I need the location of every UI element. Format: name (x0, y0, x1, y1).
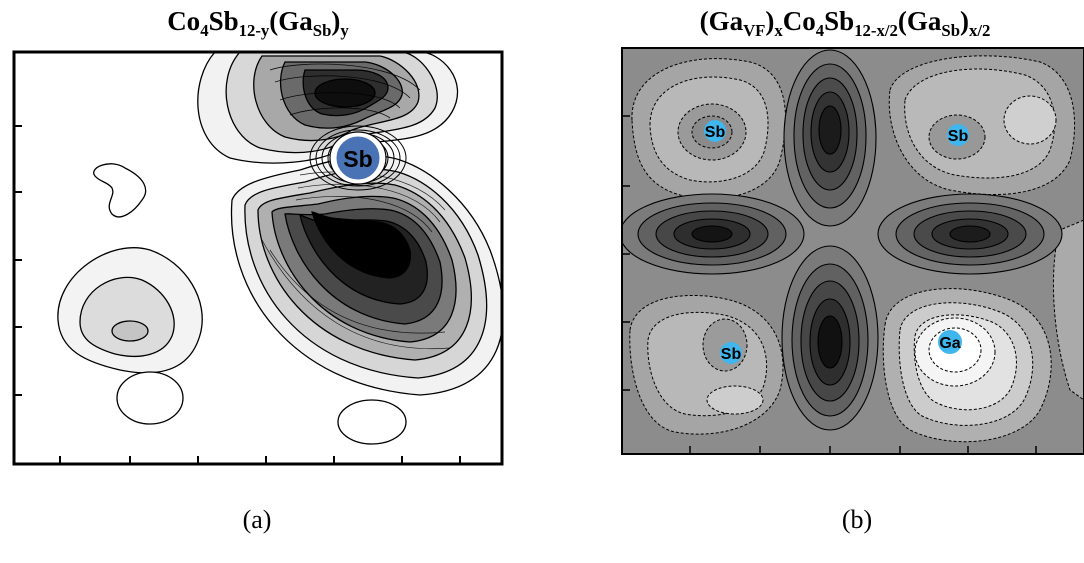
panel-b-atom-ga: Ga (938, 330, 962, 354)
panel-b-atom-ga-label: Ga (939, 335, 960, 352)
panel-a-contours (57, 52, 502, 445)
panel-a-plot: Sb (12, 50, 504, 466)
panel-a-title: Co4Sb12-y(GaSb)y (167, 6, 349, 40)
panel-a-caption: (a) (242, 505, 272, 534)
panel-a-atom-sb: Sb (333, 133, 383, 183)
panel-b-dark-lobes (622, 49, 1063, 431)
panel-b-atom-sb-2-label: Sb (948, 128, 969, 145)
panel-b-ticks (622, 115, 1037, 454)
panel-b-frame (621, 47, 1084, 455)
panel-b-atom-sb-2-disc (947, 124, 969, 146)
panel-a-atom-sb-label: Sb (343, 146, 372, 172)
panel-b-caption: (b) (841, 505, 873, 534)
panel-b-atom-sb-1: Sb (704, 120, 726, 142)
panel-b-atom-sb-1-label: Sb (705, 124, 726, 141)
panel-b-atom-sb-3-label: Sb (721, 346, 742, 363)
panel-b-title: (GaVF)xCo4Sb12-x/2(GaSb)x/2 (699, 6, 991, 40)
panel-b-atom-sb-3: Sb (720, 342, 742, 364)
panel-b-plot: Sb Sb Sb Ga (621, 47, 1084, 455)
panel-a-frame (12, 50, 504, 466)
panel-b-atom-ga-disc (938, 330, 962, 354)
panel-b-atom-sb-1-disc (704, 120, 726, 142)
panel-a-ticks (14, 125, 461, 464)
panel-b-atom-sb-2: Sb (947, 124, 969, 146)
panel-a-left-lobes (57, 163, 407, 445)
panel-a-atom-sb-disc (333, 133, 383, 183)
panel-b-atom-sb-3-disc (720, 342, 742, 364)
